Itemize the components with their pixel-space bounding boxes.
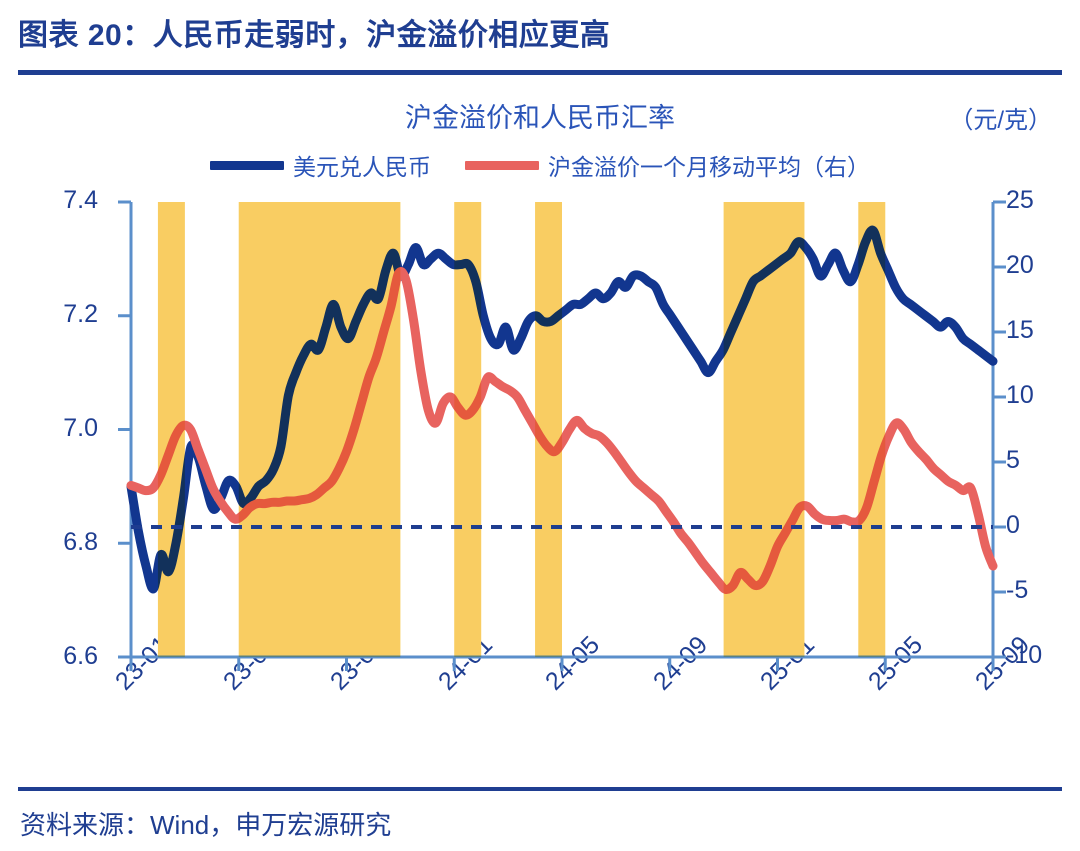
legend-swatch-navy <box>210 160 284 170</box>
band-overlay-0 <box>157 202 185 657</box>
ytick-right-2: 15 <box>1006 316 1034 344</box>
band-overlay-1 <box>238 202 401 657</box>
ytick-right-3: 10 <box>1006 381 1034 409</box>
band-overlay-5 <box>858 202 886 657</box>
ytick-left-1: 7.2 <box>63 300 98 328</box>
ytick-left-0: 7.4 <box>63 186 98 214</box>
ytick-right-4: 5 <box>1006 446 1020 474</box>
chart-title: 沪金溢价和人民币汇率 <box>405 103 675 133</box>
ytick-left-4: 6.6 <box>63 642 98 670</box>
legend-label-gold-premium: 沪金溢价一个月移动平均（右） <box>548 154 870 180</box>
page-title: 图表 20：人民币走弱时，沪金溢价相应更高 <box>18 19 611 52</box>
band-overlay-3 <box>535 202 562 657</box>
legend-swatch-red <box>465 160 539 170</box>
band-overlay-4 <box>723 202 805 657</box>
band-overlay-group <box>157 202 886 657</box>
ytick-right-6: -5 <box>1006 576 1029 604</box>
ytick-right-7: -10 <box>1006 641 1043 669</box>
source-note: 资料来源：Wind，申万宏源研究 <box>20 810 392 840</box>
legend-item-usdcny[interactable]: 美元兑人民币 <box>210 148 431 182</box>
ytick-right-5: 0 <box>1006 511 1020 539</box>
ytick-left-2: 7.0 <box>63 414 98 442</box>
chart-unit-label: （元/克） <box>949 107 1052 134</box>
legend-item-gold-premium[interactable]: 沪金溢价一个月移动平均（右） <box>465 148 870 182</box>
chart-legend: 美元兑人民币 沪金溢价一个月移动平均（右） <box>0 148 1080 182</box>
band-overlay-2 <box>454 202 482 657</box>
ytick-right-1: 20 <box>1006 251 1034 279</box>
ytick-right-0: 25 <box>1006 186 1034 214</box>
footer-divider <box>18 787 1062 791</box>
chart-header: 图表 20：人民币走弱时，沪金溢价相应更高 <box>18 14 1062 75</box>
header-divider <box>18 70 1062 75</box>
legend-label-usdcny: 美元兑人民币 <box>293 154 431 180</box>
ytick-left-3: 6.8 <box>63 528 98 556</box>
